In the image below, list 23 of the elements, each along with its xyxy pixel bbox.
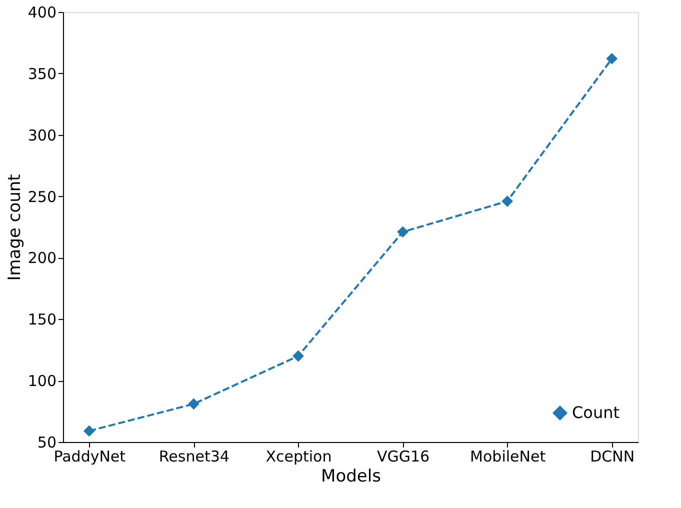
point: [606, 52, 618, 64]
x-tick-label: Xception: [266, 448, 332, 466]
x-tick-label: PaddyNet: [54, 448, 126, 466]
x-axis-title: Models: [321, 466, 382, 486]
x-tick-label: Resnet34: [158, 448, 230, 466]
y-tick-label: 200: [28, 249, 56, 268]
y-tick-label: 350: [28, 64, 56, 83]
y-tick-label: 250: [28, 188, 56, 206]
y-tick-label: 300: [28, 126, 56, 144]
point: [397, 226, 408, 238]
y-tick-label: 400: [28, 4, 56, 22]
x-tick-label: MobileNet: [470, 448, 546, 466]
y-tick-label: 50: [37, 434, 56, 452]
point: [502, 196, 514, 207]
y-axis-title: Image count: [4, 174, 25, 281]
legend-label: Count: [572, 403, 620, 422]
x-tick-label: DCNN: [590, 448, 635, 466]
point: [188, 398, 200, 410]
point: [83, 425, 95, 437]
point: [292, 350, 304, 362]
x-tick-label: VGG16: [376, 448, 430, 466]
y-tick-label: 100: [28, 372, 56, 390]
y-tick-label: 150: [28, 310, 56, 329]
